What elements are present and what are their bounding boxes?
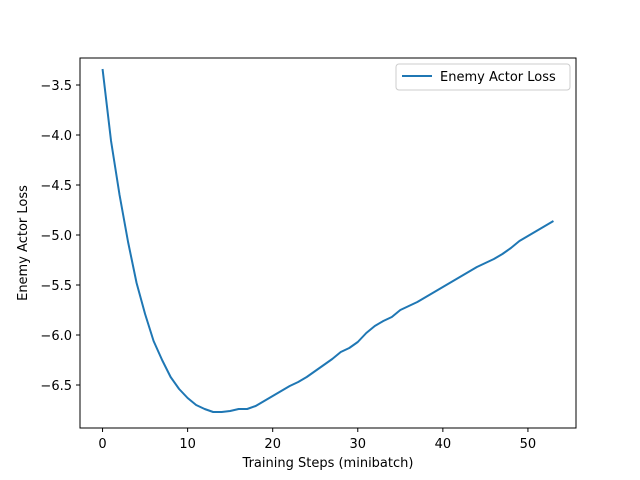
plot-frame — [79, 57, 577, 429]
y-tick-label: −6.0 — [40, 329, 72, 344]
x-tick-label: 30 — [350, 437, 367, 452]
y-tick-label: −4.0 — [40, 129, 72, 144]
y-tick-label: −4.5 — [40, 179, 72, 194]
series-line-0 — [101, 68, 554, 413]
x-tick-label: 50 — [520, 437, 537, 452]
legend-entry-enemy-actor-loss: Enemy Actor Loss — [440, 70, 556, 85]
plot-area — [80, 58, 576, 428]
x-tick-label: 20 — [264, 437, 281, 452]
x-tick-label: 0 — [98, 437, 106, 452]
legend-box — [395, 63, 571, 91]
x-tick-label: 40 — [435, 437, 452, 452]
y-tick-label: −5.5 — [40, 279, 72, 294]
y-tick-label: −5.0 — [40, 229, 72, 244]
y-axis-ticks: −3.5 −4.0 −4.5 −5.0 −5.5 −6.0 −6.5 — [40, 79, 80, 394]
legend: Enemy Actor Loss — [395, 63, 571, 91]
x-tick-label: 10 — [179, 437, 196, 452]
x-axis-ticks: 0 10 20 30 40 50 — [98, 428, 536, 452]
y-tick-label: −3.5 — [40, 79, 72, 94]
series-layer — [101, 68, 554, 413]
y-tick-label: −6.5 — [40, 379, 72, 394]
x-axis-label: Training Steps (minibatch) — [242, 456, 414, 471]
y-axis-label: Enemy Actor Loss — [16, 185, 31, 301]
